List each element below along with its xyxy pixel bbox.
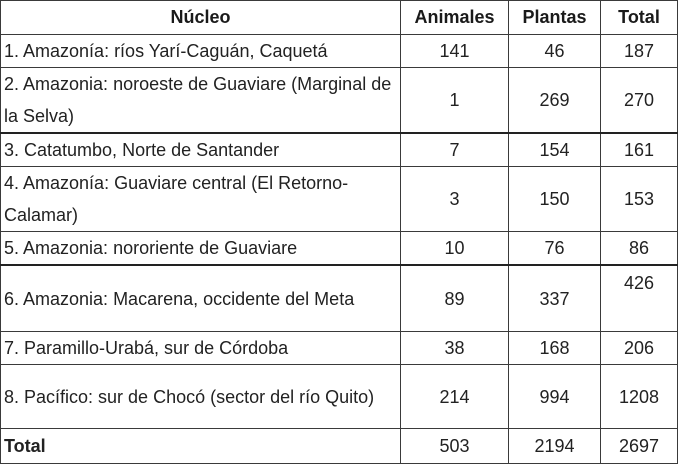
nucleo-cell: 4. Amazonía: Guaviare central (El Retorn… [0,166,401,232]
total-cell: 1208 [600,364,678,429]
animales-cell: 7 [400,132,509,167]
animales-cell: 141 [400,34,509,68]
table-row: 2. Amazonia: noroeste de Guaviare (Margi… [0,67,678,134]
animales-cell: 3 [400,166,509,232]
table-row: 3. Catatumbo, Norte de Santander 7 154 1… [0,132,678,167]
table-row: 6. Amazonia: Macarena, occidente del Met… [0,264,678,332]
animales-cell: 214 [400,364,509,429]
plantas-cell: 76 [508,231,601,266]
header-plantas: Plantas [508,0,601,35]
total-cell: 426 [600,264,678,332]
animales-cell: 38 [400,331,509,365]
totals-total: 2697 [600,428,678,464]
plantas-cell: 150 [508,166,601,232]
plantas-cell: 337 [508,264,601,332]
table-row: 1. Amazonía: ríos Yarí-Caguán, Caquetá 1… [0,34,678,68]
total-cell: 153 [600,166,678,232]
nucleo-cell: 8. Pacífico: sur de Chocó (sector del rí… [0,364,401,429]
animales-cell: 89 [400,264,509,332]
header-animales: Animales [400,0,509,35]
nucleo-cell: 3. Catatumbo, Norte de Santander [0,132,401,167]
totals-label: Total [0,428,401,464]
table-row: 5. Amazonia: nororiente de Guaviare 10 7… [0,231,678,266]
plantas-cell: 269 [508,67,601,134]
total-cell: 86 [600,231,678,266]
nucleo-cell: 2. Amazonia: noroeste de Guaviare (Margi… [0,67,401,134]
plantas-cell: 994 [508,364,601,429]
totals-row: Total 503 2194 2697 [0,428,678,464]
animales-cell: 1 [400,67,509,134]
table-row: 8. Pacífico: sur de Chocó (sector del rí… [0,364,678,429]
table-row: 7. Paramillo-Urabá, sur de Córdoba 38 16… [0,331,678,365]
animales-cell: 10 [400,231,509,266]
total-cell: 161 [600,132,678,167]
nucleo-cell: 1. Amazonía: ríos Yarí-Caguán, Caquetá [0,34,401,68]
total-cell: 270 [600,67,678,134]
header-nucleo: Núcleo [0,0,401,35]
header-row: Núcleo Animales Plantas Total [0,0,678,35]
plantas-cell: 46 [508,34,601,68]
plantas-cell: 154 [508,132,601,167]
totals-plantas: 2194 [508,428,601,464]
total-cell: 206 [600,331,678,365]
plantas-cell: 168 [508,331,601,365]
nucleo-cell: 6. Amazonia: Macarena, occidente del Met… [0,264,401,332]
total-cell: 187 [600,34,678,68]
nucleo-cell: 7. Paramillo-Urabá, sur de Córdoba [0,331,401,365]
nucleo-cell: 5. Amazonia: nororiente de Guaviare [0,231,401,266]
totals-animales: 503 [400,428,509,464]
header-total: Total [600,0,678,35]
table-row: 4. Amazonía: Guaviare central (El Retorn… [0,166,678,232]
